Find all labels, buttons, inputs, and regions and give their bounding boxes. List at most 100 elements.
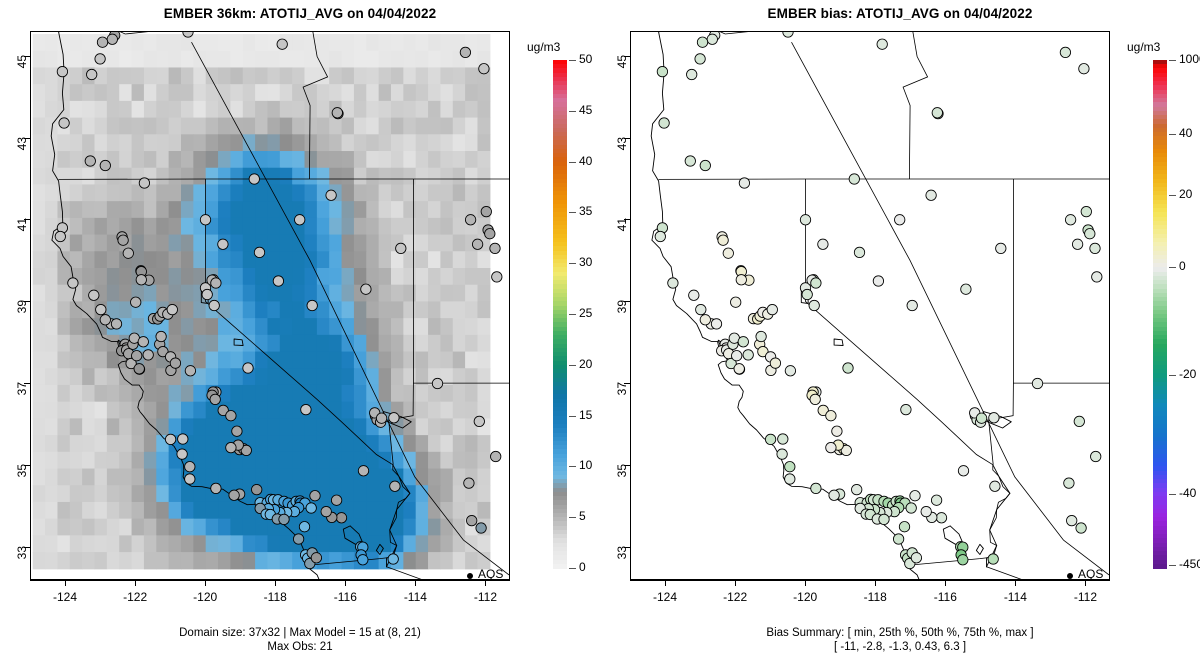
colorbar-tick-label: 35 <box>579 204 593 219</box>
model-grid-cell <box>267 535 281 553</box>
model-grid-cell <box>156 217 170 236</box>
model-grid-cell <box>279 50 293 69</box>
colorbar-tick <box>1169 494 1176 496</box>
model-grid-cell <box>230 451 244 470</box>
model-grid-cell <box>131 318 145 336</box>
model-grid-cells <box>32 34 491 570</box>
model-grid-cell <box>82 84 96 102</box>
model-grid-cell <box>477 100 491 119</box>
model-grid-cell <box>57 284 71 303</box>
model-grid-cell <box>440 184 454 202</box>
model-grid-cell <box>477 384 491 403</box>
model-grid-cell <box>32 167 46 186</box>
model-grid-cell <box>465 134 479 152</box>
model-grid-cell <box>180 167 194 186</box>
model-grid-cell <box>341 535 355 553</box>
model-grid-cell <box>341 34 355 52</box>
model-grid-cell <box>267 401 281 419</box>
model-grid-cell <box>119 535 133 553</box>
model-grid-cell <box>205 401 219 419</box>
model-grid-cell <box>69 518 83 536</box>
model-grid-cell <box>378 151 392 169</box>
model-grid-cell <box>477 451 491 470</box>
model-grid-cell <box>329 67 343 85</box>
observation-site-marker <box>135 274 147 286</box>
model-grid-cell <box>440 368 454 386</box>
model-grid-cell <box>94 84 108 102</box>
model-grid-cell <box>168 67 182 85</box>
observation-site-marker <box>473 415 485 428</box>
observation-markers <box>54 32 503 570</box>
model-grid-cell <box>390 167 404 186</box>
model-grid-cell <box>403 451 417 470</box>
model-grid-cell <box>143 384 157 403</box>
model-grid-cell <box>415 234 429 252</box>
model-grid-cell <box>304 468 318 486</box>
model-grid-cell <box>143 435 157 453</box>
model-grid-cell <box>106 100 120 119</box>
model-grid-cell <box>415 201 429 219</box>
model-grid-cell <box>477 284 491 303</box>
model-grid-cell <box>316 418 330 436</box>
observation-site-marker <box>459 46 472 59</box>
model-grid-cell <box>94 351 108 369</box>
model-grid-cell <box>193 234 207 252</box>
model-grid-cell <box>390 451 404 470</box>
model-grid-cell <box>82 318 96 336</box>
model-grid-cell <box>180 334 194 353</box>
model-grid-cell <box>156 134 170 152</box>
model-grid-cell <box>452 84 466 102</box>
model-grid-cell <box>353 268 367 286</box>
model-grid-cell <box>45 451 59 470</box>
model-grid-cell <box>267 151 281 169</box>
model-grid-cell <box>316 334 330 353</box>
model-grid-cell <box>45 268 59 286</box>
model-grid-cell <box>292 418 306 436</box>
model-grid-cell <box>267 100 281 119</box>
model-grid-cell <box>316 134 330 152</box>
model-grid-cell <box>279 334 293 353</box>
model-grid-cell <box>304 84 318 102</box>
model-grid-cell <box>465 384 479 403</box>
model-grid-cell <box>440 134 454 152</box>
colorbar-unit-right: ug/m3 <box>1127 40 1161 54</box>
model-grid-cell <box>428 418 441 436</box>
model-grid-cell <box>180 552 194 570</box>
model-grid-cell <box>94 167 108 186</box>
model-grid-cell <box>279 67 293 85</box>
observation-site-marker <box>478 63 490 75</box>
model-grid-cell <box>428 217 441 236</box>
model-grid-cell <box>57 50 71 69</box>
model-grid-cell <box>82 184 96 202</box>
model-grid-cell <box>156 485 170 503</box>
model-grid-cell <box>131 535 145 553</box>
model-grid-cell <box>255 368 269 386</box>
model-grid-cell <box>403 435 417 453</box>
model-grid-cell <box>168 134 182 152</box>
model-grid-cell <box>390 284 404 303</box>
model-grid-cell <box>69 34 83 52</box>
model-grid-cell <box>57 501 71 520</box>
model-grid-cell <box>465 301 479 319</box>
model-grid-cell <box>106 384 120 403</box>
model-grid-cell <box>279 117 293 135</box>
model-grid-cell <box>353 117 367 135</box>
model-grid-cell <box>32 251 46 269</box>
model-grid-cell <box>94 117 108 135</box>
model-grid-cell <box>32 318 46 336</box>
model-grid-cell <box>415 351 429 369</box>
model-grid-cell <box>378 201 392 219</box>
model-grid-cell <box>304 418 318 436</box>
model-grid-cell <box>94 501 108 520</box>
model-grid-cell <box>193 451 207 470</box>
model-grid-cell <box>156 151 170 169</box>
model-grid-cell <box>279 151 293 169</box>
model-grid-cell <box>279 351 293 369</box>
model-grid-cell <box>452 67 466 85</box>
model-grid-cell <box>292 201 306 219</box>
model-grid-cell <box>106 435 120 453</box>
model-grid-cell <box>218 217 231 236</box>
model-grid-cell <box>440 234 454 252</box>
model-grid-cell <box>329 234 343 252</box>
model-grid-cell <box>255 217 269 236</box>
